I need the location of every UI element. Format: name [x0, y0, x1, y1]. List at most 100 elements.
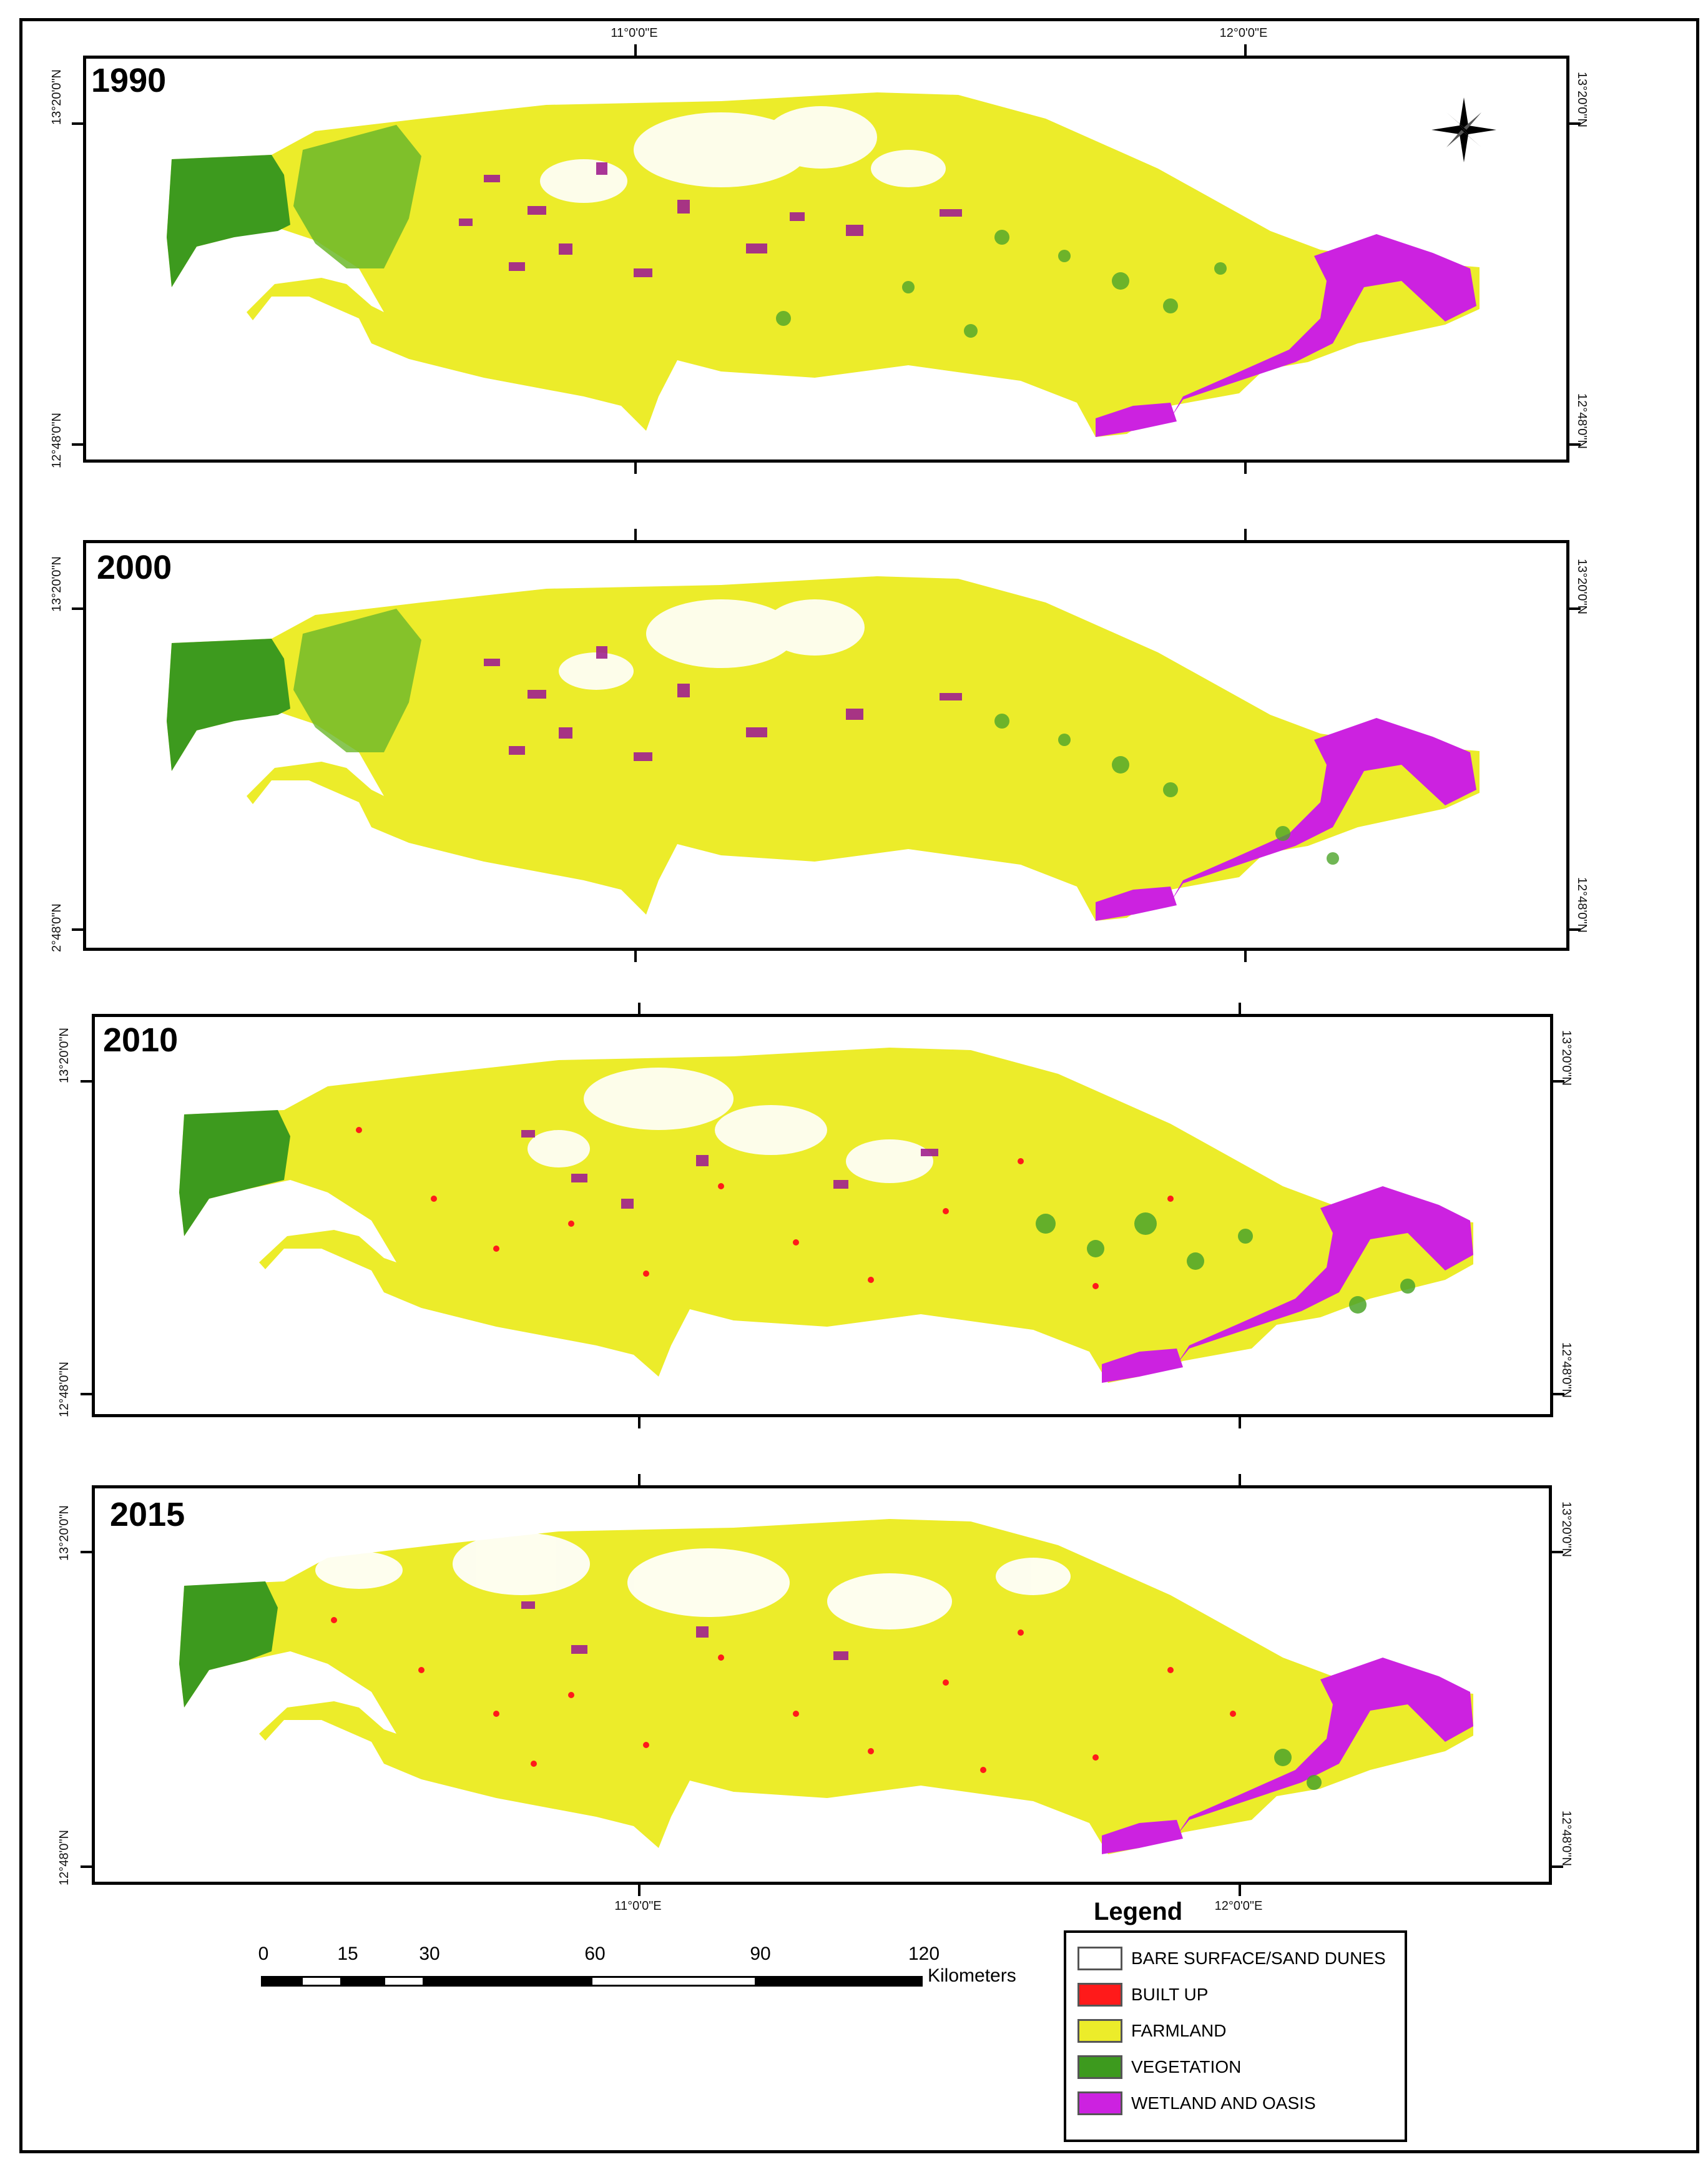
lat-label-top-right-2015: 13°20'0"N — [1559, 1501, 1573, 1557]
legend-swatch — [1077, 2019, 1122, 2043]
vegetation-scatter — [1036, 1212, 1415, 1314]
tick — [1553, 1393, 1564, 1395]
landcover-map-2000 — [167, 576, 1480, 921]
lat-label-bottom-right-2015: 12°48'0"N — [1559, 1811, 1573, 1866]
legend-swatch — [1077, 1947, 1122, 1970]
landcover-map-2015 — [179, 1519, 1473, 1854]
tick — [1552, 1865, 1563, 1868]
wetland-patch — [1096, 403, 1177, 437]
scale-bar-segment — [425, 1976, 591, 1987]
scale-bar-segment — [261, 1976, 301, 1987]
legend-label: WETLAND AND OASIS — [1131, 2093, 1316, 2113]
tick — [638, 1885, 640, 1896]
wetland-scatter — [459, 162, 962, 277]
scale-tick-label: 120 — [908, 1944, 940, 1964]
legend-label: BARE SURFACE/SAND DUNES — [1131, 1948, 1386, 1968]
tick — [638, 1003, 640, 1014]
wetland-scatter — [521, 1130, 938, 1209]
year-label-2010: 2010 — [103, 1021, 179, 1059]
tick — [634, 951, 637, 962]
tick — [81, 1393, 92, 1395]
tick — [1244, 44, 1247, 56]
vegetation-scatter — [1274, 1749, 1322, 1790]
tick — [1244, 951, 1247, 962]
tick — [1569, 443, 1581, 446]
legend-item-vegetation: VEGETATION — [1077, 2053, 1241, 2081]
lat-label-bottom-right-2010: 12°48'0"N — [1559, 1342, 1573, 1398]
lat-label-top-left-2010: 13°20'0"N — [57, 1028, 71, 1083]
scale-bar-segment — [591, 1976, 757, 1987]
tick — [634, 463, 637, 474]
wetland-patch — [1096, 887, 1177, 921]
tick — [638, 1474, 640, 1485]
tick — [1239, 1417, 1241, 1428]
wetland-patch — [1102, 1820, 1183, 1854]
lon-label-bottom-12e: 12°0'0"E — [1214, 1899, 1263, 1913]
scale-tick-label: 15 — [337, 1944, 358, 1964]
legend-box: BARE SURFACE/SAND DUNES BUILT UP FARMLAN… — [1064, 1930, 1407, 2142]
lat-label-bottom-left-2015: 12°48'0"N — [57, 1830, 71, 1885]
region-outline — [179, 1519, 1473, 1854]
figure-frame — [19, 18, 1699, 2153]
vegetation-patch — [179, 1110, 290, 1236]
vegetation-patch — [293, 609, 421, 752]
region-outline — [179, 1048, 1473, 1383]
tick — [72, 928, 83, 931]
vegetation-patch — [167, 639, 290, 771]
legend-title: Legend — [1094, 1898, 1183, 1925]
lat-label-top-left-2000: 13°20'0"N — [50, 556, 64, 612]
year-label-2000: 2000 — [97, 549, 172, 586]
legend-swatch — [1077, 1983, 1122, 2007]
tick — [72, 443, 83, 446]
scale-bar-segment — [342, 1976, 383, 1987]
legend-item-built-up: BUILT UP — [1077, 1980, 1208, 2009]
lat-label-top-left-2015: 13°20'0"N — [57, 1505, 71, 1561]
year-label-1990: 1990 — [91, 62, 167, 99]
tick — [72, 607, 83, 610]
wetland-scatter — [521, 1601, 848, 1660]
lon-label-bottom-11e: 11°0'0"E — [614, 1899, 662, 1913]
legend-swatch — [1077, 2055, 1122, 2079]
lat-label-top-right-2000: 13°20'0"N — [1575, 559, 1589, 614]
lat-label-top-right-1990: 13°20'0"N — [1575, 72, 1589, 127]
scale-bar-segment — [301, 1976, 342, 1987]
landcover-map-2010 — [179, 1048, 1473, 1383]
scale-bar-segment — [757, 1976, 923, 1987]
lon-label-top-12e: 12°0'0"E — [1219, 26, 1268, 40]
tick — [1569, 122, 1581, 125]
wetland-scatter — [484, 646, 962, 761]
bare-surface-patches — [315, 1533, 1071, 1629]
vegetation-scatter — [776, 230, 1227, 338]
legend-item-farmland: FARMLAND — [1077, 2017, 1226, 2045]
tick — [81, 1080, 92, 1083]
built-up-scatter — [331, 1617, 1236, 1773]
lat-label-top-right-2010: 13°20'0"N — [1559, 1030, 1573, 1086]
vegetation-patch — [179, 1581, 278, 1708]
legend-label: VEGETATION — [1131, 2057, 1242, 2076]
legend-swatch — [1077, 2091, 1122, 2115]
tick — [81, 1865, 92, 1868]
tick — [1239, 1885, 1241, 1896]
tick — [1239, 1003, 1241, 1014]
lat-label-bottom-right-2000: 12°48'0"N — [1575, 877, 1589, 933]
wetland-patch — [1171, 234, 1476, 418]
wetland-patch — [1102, 1349, 1183, 1383]
vegetation-patch — [167, 155, 290, 287]
tick — [1553, 1080, 1564, 1083]
wetland-patch — [1171, 718, 1476, 902]
lon-label-top-11e: 11°0'0"E — [611, 26, 658, 40]
lat-label-bottom-right-1990: 12°48'0"N — [1575, 393, 1589, 449]
wetland-patch — [1177, 1658, 1473, 1835]
bare-surface-patches — [540, 106, 946, 203]
scale-tick-label: 60 — [584, 1944, 606, 1964]
scale-tick-label: 90 — [750, 1944, 771, 1964]
scale-unit-label: Kilometers — [928, 1965, 1016, 1986]
vegetation-scatter — [994, 714, 1339, 865]
legend-item-wetland: WETLAND AND OASIS — [1077, 2089, 1316, 2118]
lat-label-top-left-1990: 13°20'0"N — [50, 69, 64, 125]
scale-tick-label: 0 — [258, 1944, 269, 1964]
tick — [81, 1551, 92, 1553]
wetland-patch — [1177, 1186, 1473, 1364]
tick — [1569, 928, 1581, 931]
legend-label: FARMLAND — [1131, 2021, 1227, 2040]
